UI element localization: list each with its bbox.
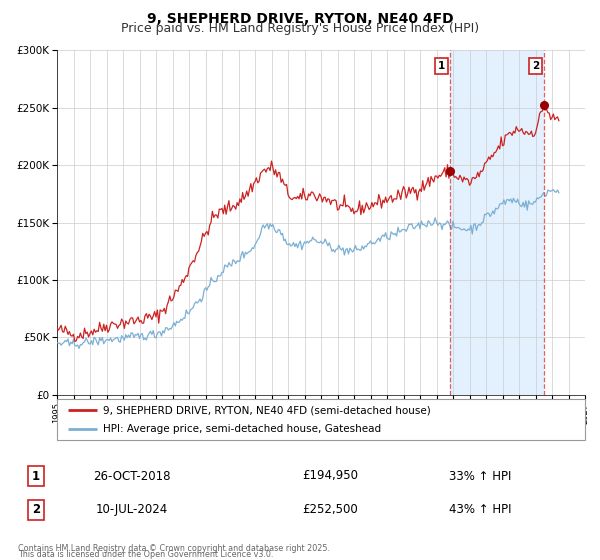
Text: This data is licensed under the Open Government Licence v3.0.: This data is licensed under the Open Gov… [18,550,274,559]
Text: 26-OCT-2018: 26-OCT-2018 [93,469,171,483]
Text: 9, SHEPHERD DRIVE, RYTON, NE40 4FD: 9, SHEPHERD DRIVE, RYTON, NE40 4FD [146,12,454,26]
Text: 1: 1 [32,469,40,483]
Text: Price paid vs. HM Land Registry's House Price Index (HPI): Price paid vs. HM Land Registry's House … [121,22,479,35]
Bar [544,50,585,395]
Text: 1: 1 [438,61,445,71]
Text: 43% ↑ HPI: 43% ↑ HPI [449,503,511,516]
Text: 10-JUL-2024: 10-JUL-2024 [96,503,168,516]
Text: 9, SHEPHERD DRIVE, RYTON, NE40 4FD (semi-detached house): 9, SHEPHERD DRIVE, RYTON, NE40 4FD (semi… [103,405,431,415]
Bar [544,50,585,395]
Text: £252,500: £252,500 [302,503,358,516]
Text: HPI: Average price, semi-detached house, Gateshead: HPI: Average price, semi-detached house,… [103,424,382,433]
Text: 2: 2 [532,61,539,71]
Text: £194,950: £194,950 [302,469,358,483]
Text: 33% ↑ HPI: 33% ↑ HPI [449,469,511,483]
Text: Contains HM Land Registry data © Crown copyright and database right 2025.: Contains HM Land Registry data © Crown c… [18,544,330,553]
FancyBboxPatch shape [57,399,585,440]
Bar [450,50,544,395]
Text: 2: 2 [32,503,40,516]
